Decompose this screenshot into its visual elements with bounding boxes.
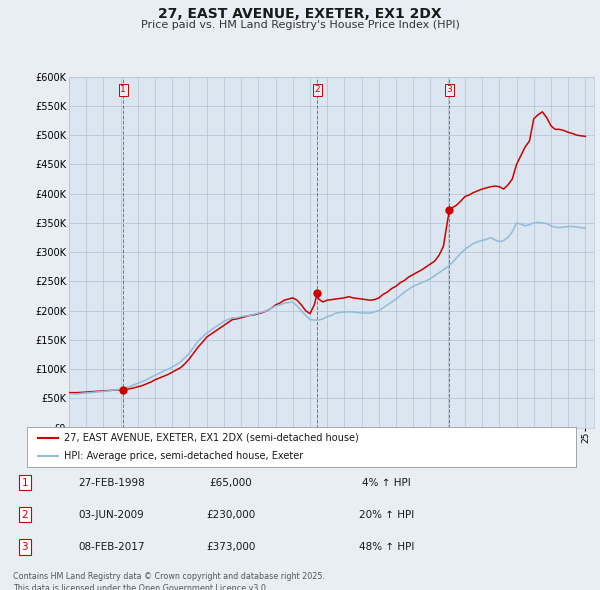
Text: 08-FEB-2017: 08-FEB-2017 [78, 542, 145, 552]
Text: 3: 3 [22, 542, 28, 552]
Text: 1: 1 [22, 478, 28, 488]
Text: 20% ↑ HPI: 20% ↑ HPI [359, 510, 414, 520]
Text: 3: 3 [446, 86, 452, 94]
Text: Contains HM Land Registry data © Crown copyright and database right 2025.
This d: Contains HM Land Registry data © Crown c… [13, 572, 325, 590]
Text: HPI: Average price, semi-detached house, Exeter: HPI: Average price, semi-detached house,… [64, 451, 304, 461]
Text: 27-FEB-1998: 27-FEB-1998 [78, 478, 145, 488]
Text: 2: 2 [22, 510, 28, 520]
Text: 27, EAST AVENUE, EXETER, EX1 2DX (semi-detached house): 27, EAST AVENUE, EXETER, EX1 2DX (semi-d… [64, 433, 359, 443]
Text: 1: 1 [121, 86, 126, 94]
Text: £373,000: £373,000 [206, 542, 256, 552]
Text: 4% ↑ HPI: 4% ↑ HPI [362, 478, 411, 488]
Text: £65,000: £65,000 [209, 478, 252, 488]
Text: 03-JUN-2009: 03-JUN-2009 [78, 510, 144, 520]
Text: 2: 2 [314, 86, 320, 94]
Text: 48% ↑ HPI: 48% ↑ HPI [359, 542, 414, 552]
Text: Price paid vs. HM Land Registry's House Price Index (HPI): Price paid vs. HM Land Registry's House … [140, 20, 460, 30]
Text: £230,000: £230,000 [206, 510, 256, 520]
Text: 27, EAST AVENUE, EXETER, EX1 2DX: 27, EAST AVENUE, EXETER, EX1 2DX [158, 7, 442, 21]
